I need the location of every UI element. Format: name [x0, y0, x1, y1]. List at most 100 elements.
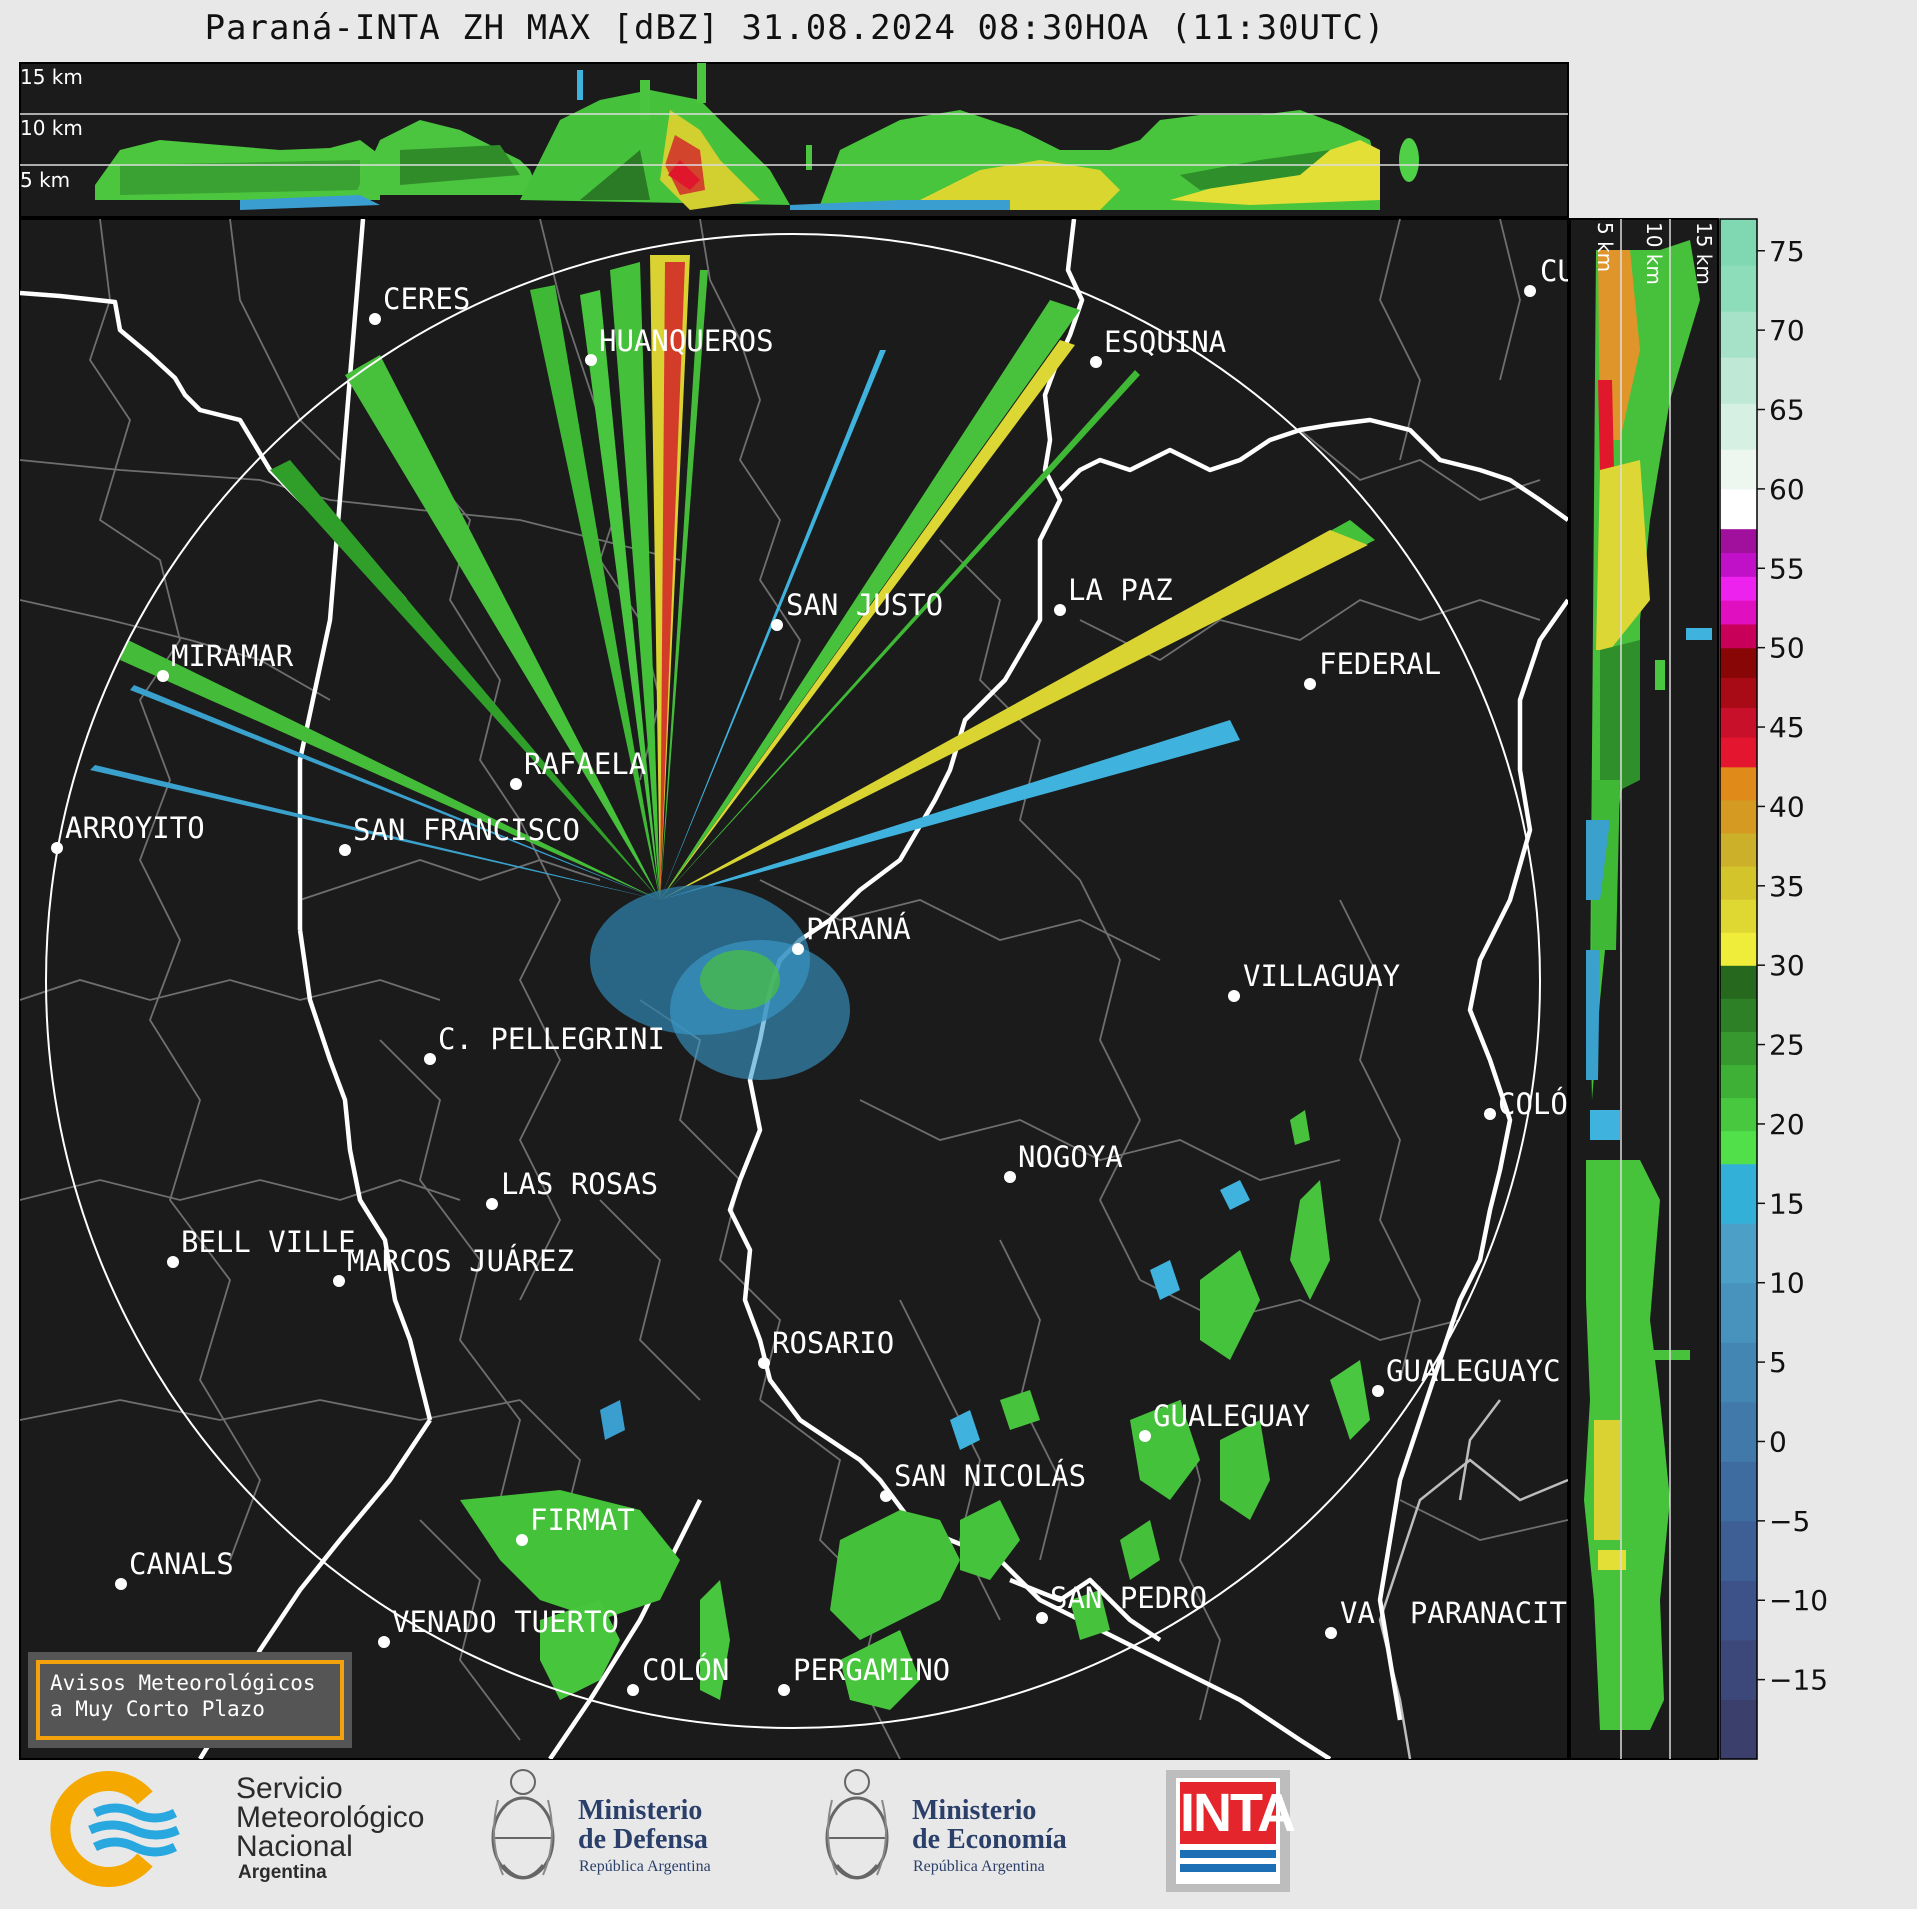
city-label-marcos-juarez: MARCOS JUÁREZ	[347, 1244, 574, 1278]
colorbar-band	[1720, 707, 1757, 738]
economia-name-line-1: Ministerio	[912, 1795, 1037, 1826]
province-borders	[20, 219, 1568, 1759]
city-label-venado-tuerto: VENADO TUERTO	[392, 1605, 619, 1639]
inta-logo-card: INTA	[1176, 1778, 1296, 1884]
city-dot-esquina	[1090, 356, 1102, 368]
national-coat-of-arms-icon	[491, 1769, 555, 1880]
colorbar-band	[1720, 965, 1757, 999]
side-height-profile: 5 km 10 km 15 km	[1569, 218, 1719, 1760]
colorbar-band	[1720, 1342, 1757, 1403]
inta-stripe-1	[1180, 1850, 1276, 1858]
smn-name-line-1: Servicio	[236, 1772, 343, 1805]
city-dot-gualeguay	[1139, 1430, 1151, 1442]
colorbar-tick-label: −10	[1769, 1584, 1828, 1617]
colorbar-band	[1720, 899, 1757, 933]
city-dot-san-nicolas	[880, 1490, 892, 1502]
colorbar-band	[1720, 1520, 1757, 1581]
colorbar-tick-label: 65	[1769, 394, 1805, 427]
colorbar-band	[1720, 265, 1757, 312]
city-label-cu: CU	[1540, 254, 1575, 288]
city-label-bell-ville: BELL VILLE	[181, 1225, 356, 1259]
city-dot-villaguay	[1228, 990, 1240, 1002]
colorbar-band	[1720, 1639, 1757, 1701]
colorbar-band	[1720, 647, 1757, 679]
colorbar-band	[1720, 449, 1757, 490]
notice-line-2: a Muy Corto Plazo	[50, 1697, 265, 1721]
defensa-logo: Ministerio de Defensa República Argentin…	[478, 1760, 758, 1900]
city-dot-las-rosas	[486, 1198, 498, 1210]
city-dot-pergamino	[778, 1684, 790, 1696]
colorbar-tick-label: 75	[1769, 235, 1805, 268]
economia-sub: República Argentina	[913, 1858, 1045, 1875]
city-label-la-paz: LA PAZ	[1068, 573, 1173, 607]
notice-box: Avisos Meteorológicos a Muy Corto Plazo	[28, 1652, 352, 1748]
colorbar-band	[1720, 1401, 1757, 1462]
city-label-miramar: MIRAMAR	[171, 639, 294, 673]
national-coat-of-arms-icon	[825, 1769, 889, 1880]
city-label-ceres: CERES	[383, 282, 470, 316]
radar-map: CERES HUANQUEROS ESQUINA CU SAN JUSTO LA…	[19, 218, 1575, 1760]
smn-name-line-3: Nacional	[236, 1830, 353, 1863]
city-label-va-paranacito: VA. PARANACIT	[1340, 1596, 1567, 1630]
colorbar-band	[1720, 403, 1757, 450]
colorbar-band	[1720, 1130, 1757, 1165]
city-label-gualeguaychu: GUALEGUAYC	[1386, 1354, 1561, 1388]
economia-name-line-2: de Economía	[912, 1824, 1067, 1855]
smn-name: Servicio Meteorológico Nacional	[236, 1772, 424, 1863]
city-dot-san-francisco	[339, 844, 351, 856]
city-dot-colon	[627, 1684, 639, 1696]
radar-range-ring	[45, 233, 1541, 1729]
colorbar-band	[1720, 552, 1757, 577]
city-dot-c-pellegrini	[424, 1053, 436, 1065]
colorbar-tick-label: −5	[1769, 1505, 1810, 1538]
colorbar-band	[1720, 1223, 1757, 1284]
city-label-rosario: ROSARIO	[772, 1326, 894, 1360]
top-height-profile: 15 km 10 km 5 km	[19, 62, 1569, 218]
city-dot-miramar	[157, 670, 169, 682]
colorbar-tick-label: 25	[1769, 1029, 1805, 1062]
colorbar-band	[1720, 799, 1757, 834]
city-label-federal: FEDERAL	[1319, 647, 1441, 681]
city-label-san-justo: SAN JUSTO	[786, 588, 943, 622]
city-dot-cu	[1524, 285, 1536, 297]
colorbar-band	[1720, 932, 1757, 966]
city-label-canals: CANALS	[129, 1547, 234, 1581]
colorbar-band	[1720, 311, 1757, 358]
colorbar-tick-label: 35	[1769, 870, 1805, 903]
side-height-label-5km: 5 km	[1593, 222, 1617, 272]
city-dot-bell-ville	[167, 1256, 179, 1268]
city-label-huanqueros: HUANQUEROS	[599, 324, 774, 358]
city-dot-rosario	[758, 1357, 770, 1369]
smn-logo: Servicio Meteorológico Nacional Argentin…	[50, 1760, 424, 1890]
colorbar-tick-label: 40	[1769, 790, 1805, 823]
city-label-villaguay: VILLAGUAY	[1243, 959, 1400, 993]
colorbar-bands	[1720, 219, 1757, 1760]
radar-echoes	[90, 255, 1375, 1710]
city-label-nogoya: NOGOYA	[1018, 1140, 1123, 1174]
defensa-name-line-2: de Defensa	[578, 1824, 708, 1855]
colorbar-band	[1720, 488, 1757, 530]
colorbar-band	[1720, 357, 1757, 404]
colorbar-band	[1720, 832, 1757, 867]
defensa-name-line-1: Ministerio	[578, 1795, 703, 1826]
colorbar-band	[1720, 576, 1757, 601]
city-label-san-nicolas: SAN NICOLÁS	[894, 1459, 1086, 1493]
city-dot-parana	[792, 943, 804, 955]
logo-footer: Servicio Meteorológico Nacional Argentin…	[0, 1760, 1917, 1909]
colorbar-band	[1720, 1461, 1757, 1522]
city-label-colon: COLÓN	[642, 1653, 729, 1687]
city-dot-san-pedro	[1036, 1612, 1048, 1624]
colorbar-band	[1720, 600, 1757, 625]
side-profile-echoes	[1584, 240, 1712, 1730]
inta-wordmark: INTA	[1180, 1782, 1296, 1844]
city-dot-colo	[1484, 1108, 1496, 1120]
colorbar-tick-label: 15	[1769, 1187, 1805, 1220]
city-dot-firmat	[516, 1534, 528, 1546]
colorbar-band	[1720, 736, 1757, 768]
colorbar-band	[1720, 1282, 1757, 1343]
city-dot-canals	[115, 1578, 127, 1590]
city-dot-va-paranacito	[1325, 1627, 1337, 1639]
colorbar-frame	[1719, 218, 1758, 1760]
